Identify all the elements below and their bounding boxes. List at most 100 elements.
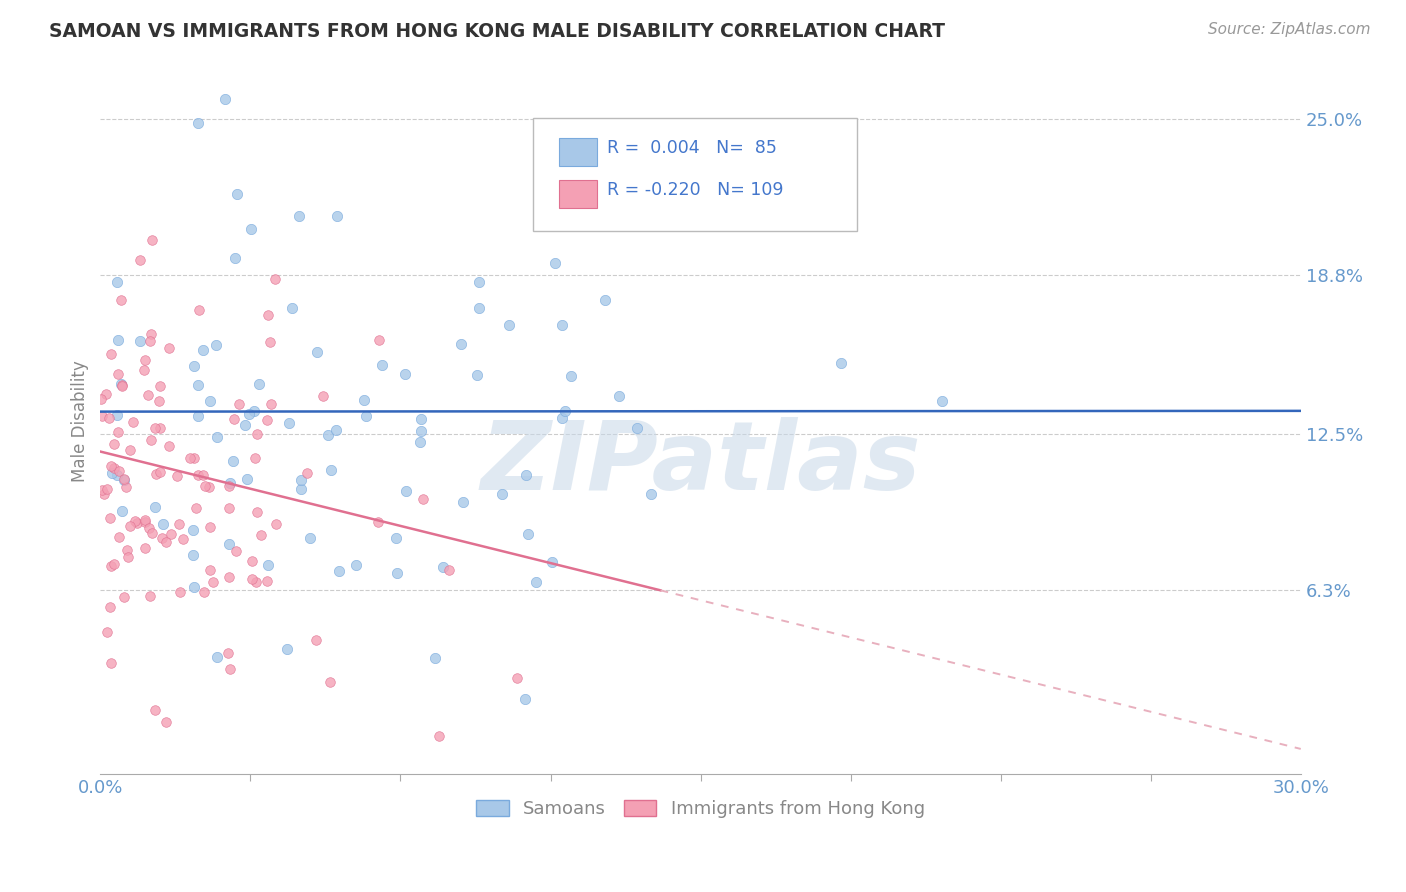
Point xyxy=(186,409,208,424)
Point xyxy=(257,558,280,572)
Point xyxy=(344,558,367,572)
Point xyxy=(125,516,148,531)
Point xyxy=(138,521,160,535)
Point xyxy=(468,301,491,316)
Point xyxy=(278,417,301,431)
Point xyxy=(256,574,278,589)
Point xyxy=(187,467,209,482)
Text: R =  0.004   N=  85: R = 0.004 N= 85 xyxy=(607,138,776,157)
Point xyxy=(451,495,474,509)
Point xyxy=(259,334,281,349)
Point xyxy=(465,368,488,383)
Point xyxy=(143,421,166,435)
Point xyxy=(218,501,240,516)
Point xyxy=(593,293,616,307)
Point xyxy=(132,363,155,377)
Point xyxy=(193,585,215,599)
Point xyxy=(626,421,648,435)
Point xyxy=(149,379,172,393)
Point xyxy=(179,451,201,466)
Point xyxy=(120,519,142,533)
Point xyxy=(107,333,129,347)
Point xyxy=(191,467,214,482)
Point xyxy=(491,487,513,501)
Point xyxy=(222,412,245,426)
Point xyxy=(423,651,446,665)
Point xyxy=(498,318,520,332)
Point xyxy=(224,251,246,265)
Point xyxy=(437,563,460,577)
Point xyxy=(157,439,180,453)
Point xyxy=(432,560,454,574)
Point xyxy=(607,388,630,402)
Point xyxy=(141,526,163,541)
Point xyxy=(367,515,389,529)
Point xyxy=(114,480,136,494)
Point xyxy=(145,467,167,481)
Point xyxy=(90,483,112,497)
Point xyxy=(152,517,174,532)
Point xyxy=(150,531,173,545)
Point xyxy=(134,352,156,367)
Point xyxy=(305,345,328,359)
Point xyxy=(205,650,228,665)
Point xyxy=(325,209,347,223)
Point xyxy=(202,574,225,589)
Point xyxy=(181,524,204,538)
Point xyxy=(141,327,163,342)
Point xyxy=(110,376,132,391)
Point xyxy=(207,430,229,444)
Point xyxy=(560,368,582,383)
Point xyxy=(157,341,180,355)
Point xyxy=(115,543,138,558)
Point xyxy=(295,466,318,480)
Point xyxy=(183,450,205,465)
Point xyxy=(134,541,156,556)
Point xyxy=(245,575,267,590)
Point xyxy=(112,472,135,486)
Point xyxy=(225,543,247,558)
Point xyxy=(427,729,450,743)
Point xyxy=(412,491,434,506)
Point xyxy=(105,408,128,422)
Text: Source: ZipAtlas.com: Source: ZipAtlas.com xyxy=(1208,22,1371,37)
Point xyxy=(409,435,432,450)
Point xyxy=(830,356,852,370)
Point xyxy=(129,253,152,268)
Point xyxy=(246,505,269,519)
Point xyxy=(169,584,191,599)
Point xyxy=(134,513,156,527)
Point xyxy=(551,410,574,425)
Text: SAMOAN VS IMMIGRANTS FROM HONG KONG MALE DISABILITY CORRELATION CHART: SAMOAN VS IMMIGRANTS FROM HONG KONG MALE… xyxy=(49,22,945,41)
Point xyxy=(264,272,287,286)
Point xyxy=(98,600,121,615)
Point xyxy=(256,309,278,323)
Point xyxy=(112,473,135,487)
Point xyxy=(214,92,236,106)
Point xyxy=(385,532,408,546)
Point xyxy=(238,407,260,421)
Point xyxy=(409,424,432,438)
Point xyxy=(371,358,394,372)
Point xyxy=(198,393,221,408)
Point xyxy=(240,554,263,568)
Point xyxy=(136,387,159,401)
Point xyxy=(90,392,112,406)
Point xyxy=(411,412,433,426)
Point xyxy=(468,275,491,289)
Point xyxy=(188,302,211,317)
Point xyxy=(506,671,529,685)
Point xyxy=(218,537,240,551)
Point xyxy=(139,334,162,348)
Text: R = -0.220   N= 109: R = -0.220 N= 109 xyxy=(607,181,783,199)
Point xyxy=(110,293,132,308)
Legend: Samoans, Immigrants from Hong Kong: Samoans, Immigrants from Hong Kong xyxy=(468,792,932,825)
Point xyxy=(260,397,283,411)
Point xyxy=(219,476,242,491)
Point xyxy=(111,504,134,518)
Point xyxy=(247,376,270,391)
Point xyxy=(183,359,205,374)
Point xyxy=(316,427,339,442)
Point xyxy=(395,484,418,499)
Point xyxy=(167,516,190,531)
